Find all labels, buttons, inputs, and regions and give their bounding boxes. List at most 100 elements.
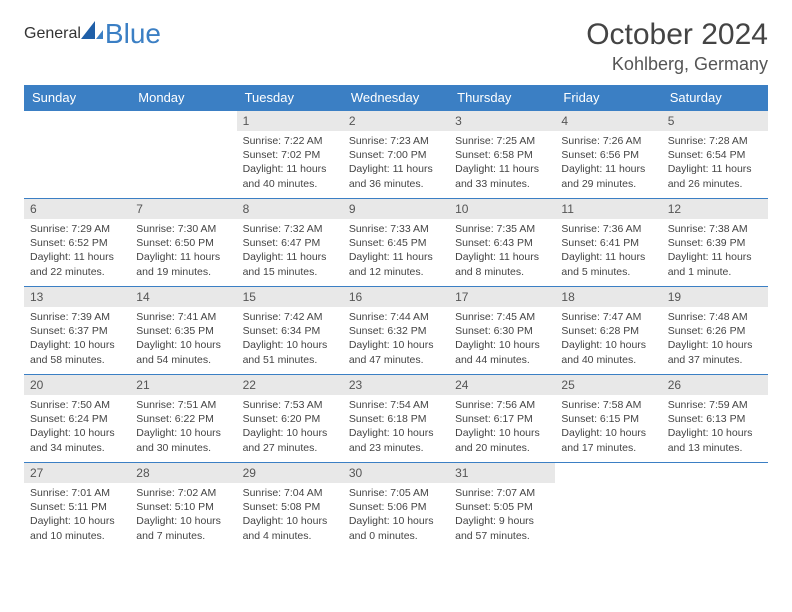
day-number: 22 bbox=[237, 375, 343, 395]
sunset-text: Sunset: 6:30 PM bbox=[455, 324, 549, 338]
sunset-text: Sunset: 6:13 PM bbox=[668, 412, 762, 426]
sunrise-text: Sunrise: 7:47 AM bbox=[561, 310, 655, 324]
daylight-text: Daylight: 10 hours and 0 minutes. bbox=[349, 514, 443, 542]
calendar-cell: 27Sunrise: 7:01 AMSunset: 5:11 PMDayligh… bbox=[24, 463, 130, 551]
sunrise-text: Sunrise: 7:22 AM bbox=[243, 134, 337, 148]
sunset-text: Sunset: 6:37 PM bbox=[30, 324, 124, 338]
calendar-cell: 1Sunrise: 7:22 AMSunset: 7:02 PMDaylight… bbox=[237, 111, 343, 199]
calendar-cell: 26Sunrise: 7:59 AMSunset: 6:13 PMDayligh… bbox=[662, 375, 768, 463]
day-header: Thursday bbox=[449, 85, 555, 111]
daylight-text: Daylight: 10 hours and 34 minutes. bbox=[30, 426, 124, 454]
day-header: Friday bbox=[555, 85, 661, 111]
daylight-text: Daylight: 10 hours and 54 minutes. bbox=[136, 338, 230, 366]
daylight-text: Daylight: 10 hours and 58 minutes. bbox=[30, 338, 124, 366]
daylight-text: Daylight: 11 hours and 15 minutes. bbox=[243, 250, 337, 278]
calendar-week-row: 6Sunrise: 7:29 AMSunset: 6:52 PMDaylight… bbox=[24, 199, 768, 287]
day-number: 24 bbox=[449, 375, 555, 395]
day-number: 7 bbox=[130, 199, 236, 219]
daylight-text: Daylight: 10 hours and 30 minutes. bbox=[136, 426, 230, 454]
sunset-text: Sunset: 7:00 PM bbox=[349, 148, 443, 162]
day-details: Sunrise: 7:29 AMSunset: 6:52 PMDaylight:… bbox=[24, 219, 130, 282]
day-details: Sunrise: 7:35 AMSunset: 6:43 PMDaylight:… bbox=[449, 219, 555, 282]
sunrise-text: Sunrise: 7:01 AM bbox=[30, 486, 124, 500]
sunset-text: Sunset: 6:26 PM bbox=[668, 324, 762, 338]
calendar-cell: 4Sunrise: 7:26 AMSunset: 6:56 PMDaylight… bbox=[555, 111, 661, 199]
sunset-text: Sunset: 6:45 PM bbox=[349, 236, 443, 250]
sunrise-text: Sunrise: 7:07 AM bbox=[455, 486, 549, 500]
daylight-text: Daylight: 11 hours and 26 minutes. bbox=[668, 162, 762, 190]
day-details: Sunrise: 7:28 AMSunset: 6:54 PMDaylight:… bbox=[662, 131, 768, 194]
day-number: 23 bbox=[343, 375, 449, 395]
daylight-text: Daylight: 10 hours and 7 minutes. bbox=[136, 514, 230, 542]
sunset-text: Sunset: 6:17 PM bbox=[455, 412, 549, 426]
sunset-text: Sunset: 5:11 PM bbox=[30, 500, 124, 514]
day-details: Sunrise: 7:59 AMSunset: 6:13 PMDaylight:… bbox=[662, 395, 768, 458]
sunset-text: Sunset: 6:58 PM bbox=[455, 148, 549, 162]
calendar-cell: 15Sunrise: 7:42 AMSunset: 6:34 PMDayligh… bbox=[237, 287, 343, 375]
calendar-cell: 23Sunrise: 7:54 AMSunset: 6:18 PMDayligh… bbox=[343, 375, 449, 463]
day-details: Sunrise: 7:42 AMSunset: 6:34 PMDaylight:… bbox=[237, 307, 343, 370]
daylight-text: Daylight: 11 hours and 5 minutes. bbox=[561, 250, 655, 278]
sunset-text: Sunset: 6:24 PM bbox=[30, 412, 124, 426]
day-details: Sunrise: 7:44 AMSunset: 6:32 PMDaylight:… bbox=[343, 307, 449, 370]
day-number: 19 bbox=[662, 287, 768, 307]
day-details: Sunrise: 7:05 AMSunset: 5:06 PMDaylight:… bbox=[343, 483, 449, 546]
calendar-cell bbox=[24, 111, 130, 199]
logo-text-general: General bbox=[24, 25, 81, 43]
day-details: Sunrise: 7:39 AMSunset: 6:37 PMDaylight:… bbox=[24, 307, 130, 370]
calendar-cell: 14Sunrise: 7:41 AMSunset: 6:35 PMDayligh… bbox=[130, 287, 236, 375]
sunset-text: Sunset: 5:08 PM bbox=[243, 500, 337, 514]
sunset-text: Sunset: 6:28 PM bbox=[561, 324, 655, 338]
sunrise-text: Sunrise: 7:29 AM bbox=[30, 222, 124, 236]
daylight-text: Daylight: 10 hours and 13 minutes. bbox=[668, 426, 762, 454]
sunrise-text: Sunrise: 7:44 AM bbox=[349, 310, 443, 324]
day-number: 11 bbox=[555, 199, 661, 219]
day-details: Sunrise: 7:26 AMSunset: 6:56 PMDaylight:… bbox=[555, 131, 661, 194]
day-number: 26 bbox=[662, 375, 768, 395]
calendar-cell: 10Sunrise: 7:35 AMSunset: 6:43 PMDayligh… bbox=[449, 199, 555, 287]
day-header: Tuesday bbox=[237, 85, 343, 111]
calendar-cell: 30Sunrise: 7:05 AMSunset: 5:06 PMDayligh… bbox=[343, 463, 449, 551]
day-number: 14 bbox=[130, 287, 236, 307]
day-details: Sunrise: 7:30 AMSunset: 6:50 PMDaylight:… bbox=[130, 219, 236, 282]
daylight-text: Daylight: 11 hours and 8 minutes. bbox=[455, 250, 549, 278]
sunrise-text: Sunrise: 7:54 AM bbox=[349, 398, 443, 412]
day-number: 25 bbox=[555, 375, 661, 395]
sunset-text: Sunset: 6:35 PM bbox=[136, 324, 230, 338]
daylight-text: Daylight: 10 hours and 4 minutes. bbox=[243, 514, 337, 542]
calendar-cell: 11 Sunrise: 7:36 AMSunset: 6:41 PMDayligh… bbox=[555, 199, 661, 287]
sunset-text: Sunset: 5:06 PM bbox=[349, 500, 443, 514]
sunset-text: Sunset: 5:05 PM bbox=[455, 500, 549, 514]
sunrise-text: Sunrise: 7:32 AM bbox=[243, 222, 337, 236]
calendar-cell: 17Sunrise: 7:45 AMSunset: 6:30 PMDayligh… bbox=[449, 287, 555, 375]
sunrise-text: Sunrise: 7:02 AM bbox=[136, 486, 230, 500]
sunset-text: Sunset: 6:20 PM bbox=[243, 412, 337, 426]
calendar-week-row: 13Sunrise: 7:39 AMSunset: 6:37 PMDayligh… bbox=[24, 287, 768, 375]
day-details: Sunrise: 7:23 AMSunset: 7:00 PMDaylight:… bbox=[343, 131, 449, 194]
day-number: 5 bbox=[662, 111, 768, 131]
sunset-text: Sunset: 6:41 PM bbox=[561, 236, 655, 250]
sunrise-text: Sunrise: 7:41 AM bbox=[136, 310, 230, 324]
day-header: Saturday bbox=[662, 85, 768, 111]
calendar-cell: 19Sunrise: 7:48 AMSunset: 6:26 PMDayligh… bbox=[662, 287, 768, 375]
daylight-text: Daylight: 9 hours and 57 minutes. bbox=[455, 514, 549, 542]
sunrise-text: Sunrise: 7:58 AM bbox=[561, 398, 655, 412]
day-details: Sunrise: 7:38 AMSunset: 6:39 PMDaylight:… bbox=[662, 219, 768, 282]
sunrise-text: Sunrise: 7:30 AM bbox=[136, 222, 230, 236]
calendar-cell: 18Sunrise: 7:47 AMSunset: 6:28 PMDayligh… bbox=[555, 287, 661, 375]
day-number: 31 bbox=[449, 463, 555, 483]
day-details: Sunrise: 7:32 AMSunset: 6:47 PMDaylight:… bbox=[237, 219, 343, 282]
day-number: 12 bbox=[662, 199, 768, 219]
sunrise-text: Sunrise: 7:51 AM bbox=[136, 398, 230, 412]
sunset-text: Sunset: 6:47 PM bbox=[243, 236, 337, 250]
day-number: 20 bbox=[24, 375, 130, 395]
sunrise-text: Sunrise: 7:23 AM bbox=[349, 134, 443, 148]
calendar-cell: 5Sunrise: 7:28 AMSunset: 6:54 PMDaylight… bbox=[662, 111, 768, 199]
calendar-cell: 22Sunrise: 7:53 AMSunset: 6:20 PMDayligh… bbox=[237, 375, 343, 463]
sunrise-text: Sunrise: 7:36 AM bbox=[561, 222, 655, 236]
daylight-text: Daylight: 11 hours and 1 minute. bbox=[668, 250, 762, 278]
calendar-cell: 21Sunrise: 7:51 AMSunset: 6:22 PMDayligh… bbox=[130, 375, 236, 463]
daylight-text: Daylight: 10 hours and 51 minutes. bbox=[243, 338, 337, 366]
day-details: Sunrise: 7:41 AMSunset: 6:35 PMDaylight:… bbox=[130, 307, 236, 370]
daylight-text: Daylight: 10 hours and 23 minutes. bbox=[349, 426, 443, 454]
